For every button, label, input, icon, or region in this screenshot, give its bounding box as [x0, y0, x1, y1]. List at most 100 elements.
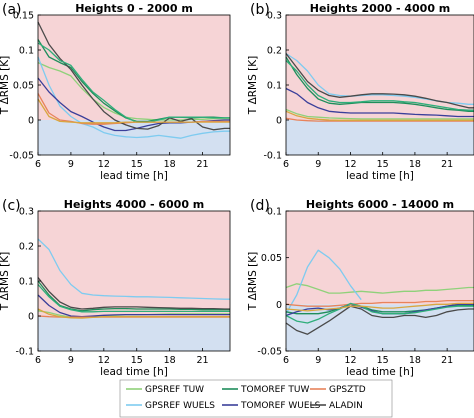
x-tick-label: 15 — [377, 159, 389, 170]
series-line-aladin — [37, 277, 230, 310]
y-tick-label: 0.2 — [267, 46, 282, 57]
y-tick-label: -0.1 — [263, 151, 282, 162]
series-line-gpsref_wuels — [37, 56, 230, 139]
x-tick-label: 18 — [409, 355, 421, 366]
panel-letter: (a) — [2, 2, 22, 18]
panel-4: 6 9 12 15 18 21 -0.05 0 0.05 0.1 Heights 6000 - 14… — [247, 198, 474, 378]
x-tick-label: 12 — [98, 159, 110, 170]
x-tick-label: 9 — [315, 355, 321, 366]
legend-label: GPSREF TUW — [145, 385, 204, 395]
x-tick-label: 9 — [68, 355, 74, 366]
legend-label: TOMOREF TUW — [240, 385, 309, 395]
y-tick-label: 0 — [28, 312, 34, 323]
series-line-gpsztd — [285, 117, 474, 122]
series-line-tomoref_tuw_b — [285, 60, 474, 111]
x-tick-label: 21 — [197, 159, 209, 170]
negative-region — [286, 120, 474, 155]
x-tick-label: 6 — [283, 355, 289, 366]
panel-title: Heights 4000 - 6000 m — [64, 198, 205, 211]
y-tick-label: 0.05 — [261, 253, 282, 264]
y-axis-label: T ΔRMS [K] — [0, 56, 11, 115]
panel-letter: (c) — [2, 198, 21, 214]
series-line-gpsref_wuels — [37, 238, 230, 300]
y-tick-label: 0.1 — [267, 81, 282, 92]
positive-region — [38, 15, 230, 120]
x-axis-label: lead time [h] — [346, 366, 414, 378]
x-tick-label: 6 — [283, 159, 289, 170]
x-tick-label: 18 — [164, 159, 176, 170]
series-line-tomoref_tuw — [37, 280, 230, 312]
plot-frame — [285, 210, 474, 352]
x-tick-label: 21 — [197, 355, 209, 366]
x-tick-label: 12 — [344, 159, 356, 170]
y-axis-label: T ΔRMS [K] — [247, 252, 259, 311]
y-tick-label: 0.1 — [19, 46, 34, 57]
panel-2: 6 9 12 15 18 21 -0.1 0 0.1 0.2 0.3 Heights 2000 - 4… — [247, 2, 474, 182]
panel-letter: (d) — [250, 198, 270, 214]
x-tick-label: 18 — [409, 159, 421, 170]
series-line-aladin — [285, 53, 474, 109]
y-tick-label: 0 — [28, 116, 34, 127]
legend-label: GPSREF WUELS — [145, 401, 215, 411]
x-tick-label: 15 — [131, 355, 143, 366]
negative-region — [38, 316, 230, 351]
x-axis-label: lead time [h] — [346, 170, 414, 182]
positive-region — [286, 15, 474, 120]
y-axis-label: T ΔRMS [K] — [0, 252, 11, 311]
y-tick-label: 0.1 — [267, 207, 282, 218]
series-line-tomoref_tuw_b — [285, 302, 474, 324]
series-line-gpsref_tuw_b — [285, 302, 474, 312]
series-line-gpsref_wuels — [285, 249, 362, 315]
x-tick-label: 9 — [68, 159, 74, 170]
panel-letter: (b) — [250, 2, 270, 18]
x-axis-label: lead time [h] — [100, 170, 168, 182]
series-line-tomoref_wuels — [285, 87, 474, 118]
x-tick-label: 21 — [441, 355, 453, 366]
legend-label: GPSZTD — [329, 385, 366, 395]
series-line-gpsref_tuw_b — [37, 98, 230, 124]
x-tick-label: 18 — [164, 355, 176, 366]
series-line-gpsref_tuw — [37, 62, 230, 121]
x-tick-label: 9 — [315, 159, 321, 170]
series-line-gpsref_tuw — [285, 108, 474, 120]
y-tick-label: -0.05 — [9, 151, 34, 162]
series-line-gpsref_tuw — [285, 283, 474, 294]
series-line-aladin — [37, 21, 230, 131]
series-line-gpsref_tuw_b — [37, 308, 230, 319]
legend-box — [119, 379, 393, 418]
legend-label: TOMOREF WUELS — [240, 401, 321, 411]
panel-title: Heights 6000 - 14000 m — [306, 198, 454, 211]
positive-region — [38, 211, 230, 316]
panel-title: Heights 0 - 2000 m — [75, 2, 193, 15]
x-tick-label: 21 — [441, 159, 453, 170]
series-line-tomoref_wuels — [37, 294, 230, 318]
y-tick-label: 0.2 — [19, 242, 34, 253]
x-tick-label: 6 — [35, 159, 41, 170]
series-line-gpsztd — [285, 299, 474, 307]
y-axis-label: T ΔRMS [K] — [247, 56, 259, 115]
x-axis-label: lead time [h] — [100, 366, 168, 378]
y-tick-label: -0.05 — [257, 347, 282, 358]
x-tick-label: 12 — [344, 355, 356, 366]
panel-3: 6 9 12 15 18 21 -0.1 0 0.1 0.2 0.3 Heights 4000 - 6… — [0, 198, 231, 378]
legend: GPSREF TUW TOMOREF TUW GPSZTD GPSREF WUELS T… — [119, 379, 393, 418]
x-tick-label: 12 — [98, 355, 110, 366]
y-tick-label: -0.1 — [15, 347, 34, 358]
series-line-tomoref_tuw — [285, 56, 474, 112]
y-tick-label: 0.3 — [19, 207, 34, 218]
panel-title: Heights 2000 - 4000 m — [310, 2, 451, 15]
y-tick-label: 0.1 — [19, 277, 34, 288]
y-tick-label: 0.15 — [13, 11, 34, 22]
y-tick-label: 0.3 — [267, 11, 282, 22]
panel-1: 6 9 12 15 18 21 -0.05 0 0.05 0.1 0.15 Heights 0 - 2… — [0, 2, 231, 182]
y-tick-label: 0 — [276, 116, 282, 127]
y-tick-label: 0 — [276, 300, 282, 311]
x-tick-label: 15 — [377, 355, 389, 366]
series-line-aladin — [285, 305, 474, 335]
legend-label: ALADIN — [329, 401, 363, 411]
y-tick-label: 0.05 — [13, 81, 34, 92]
series-line-gpsref_tuw_b — [285, 110, 474, 121]
x-tick-label: 15 — [131, 159, 143, 170]
x-tick-label: 6 — [35, 355, 41, 366]
